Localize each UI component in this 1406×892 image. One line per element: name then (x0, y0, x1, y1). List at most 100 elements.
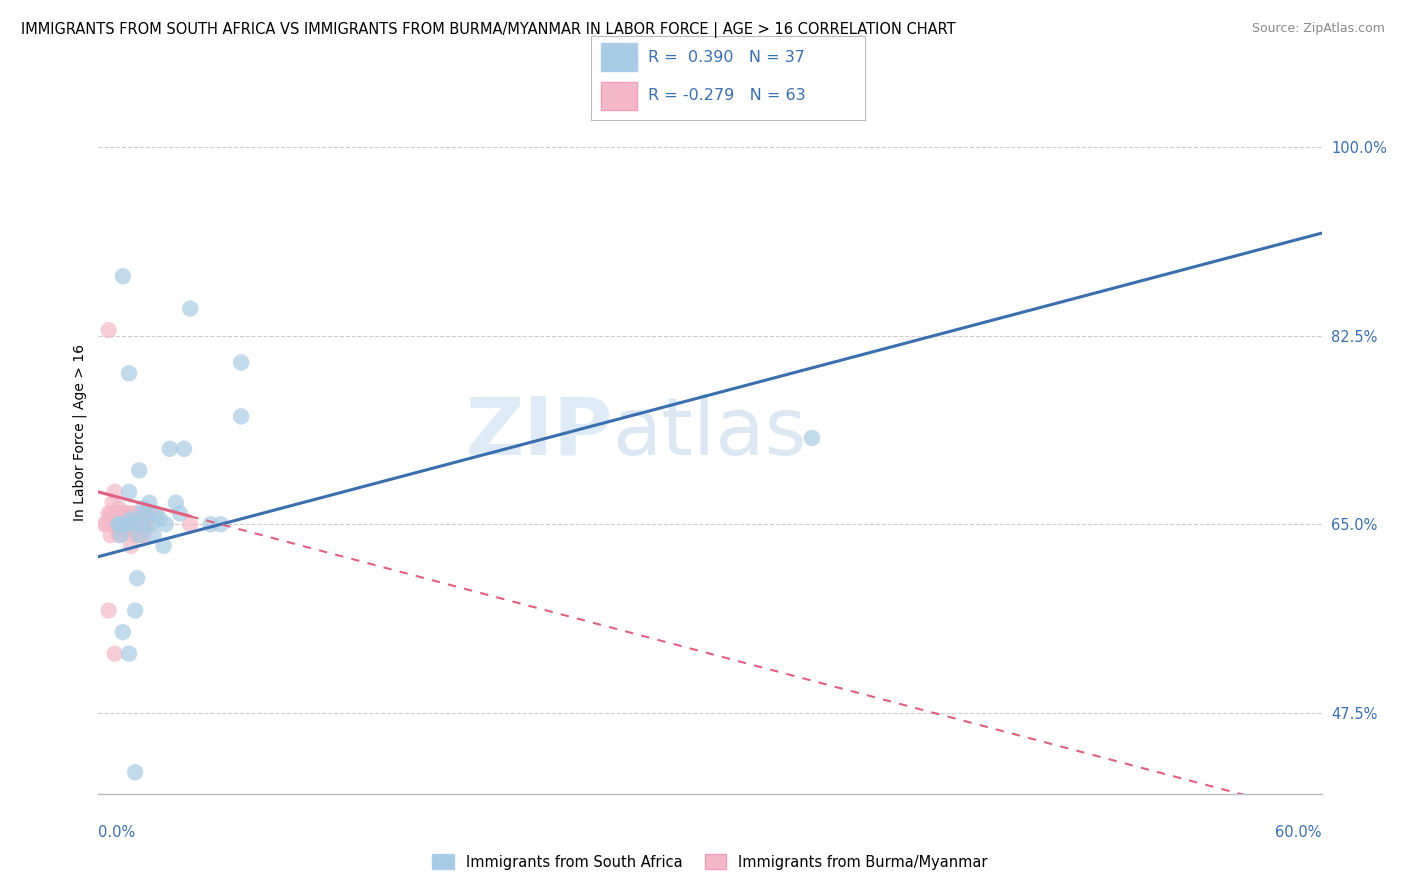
Point (104, 507, 127, 521)
Point (127, 571, 149, 585)
Point (128, 517, 150, 532)
Point (101, 496, 124, 510)
Point (165, 496, 187, 510)
Point (122, 512, 145, 526)
Point (111, 625, 134, 640)
Point (104, 517, 127, 532)
Y-axis label: In Labor Force | Age > 16: In Labor Force | Age > 16 (73, 344, 87, 521)
Point (127, 523, 149, 537)
Text: IMMIGRANTS FROM SOUTH AFRICA VS IMMIGRANTS FROM BURMA/MYANMAR IN LABOR FORCE | A: IMMIGRANTS FROM SOUTH AFRICA VS IMMIGRAN… (21, 22, 956, 38)
Point (101, 517, 124, 532)
Point (118, 517, 141, 532)
Point (115, 507, 138, 521)
Point (200, 517, 222, 532)
Point (111, 523, 134, 537)
Point (114, 517, 136, 532)
Point (118, 484, 141, 499)
Point (100, 507, 122, 521)
Point (120, 512, 142, 526)
Point (105, 512, 128, 526)
Point (105, 517, 128, 532)
Point (120, 507, 142, 521)
Text: ZIP: ZIP (465, 393, 612, 472)
Point (114, 512, 136, 526)
Point (134, 507, 156, 521)
Point (111, 507, 134, 521)
Point (118, 367, 141, 381)
Point (100, 528, 122, 542)
Point (110, 517, 132, 532)
Point (127, 512, 149, 526)
Point (138, 496, 160, 510)
Point (120, 523, 142, 537)
Text: atlas: atlas (612, 393, 807, 472)
Point (111, 269, 134, 284)
Point (97, 507, 120, 521)
Point (96, 517, 118, 532)
Text: R =  0.390   N = 37: R = 0.390 N = 37 (648, 50, 806, 65)
Point (100, 512, 122, 526)
Point (169, 507, 191, 521)
Point (110, 517, 132, 532)
Point (134, 512, 156, 526)
Point (108, 517, 131, 532)
Point (104, 517, 127, 532)
Point (231, 409, 253, 424)
Point (124, 765, 146, 780)
Text: Source: ZipAtlas.com: Source: ZipAtlas.com (1251, 22, 1385, 36)
Point (111, 512, 134, 526)
Point (129, 523, 152, 537)
Point (173, 442, 195, 456)
Point (114, 507, 136, 521)
Point (110, 528, 132, 542)
Point (118, 647, 141, 661)
Point (142, 528, 165, 542)
Point (152, 539, 174, 553)
Point (108, 517, 131, 532)
Point (111, 517, 134, 532)
Point (134, 517, 156, 532)
Text: 0.0%: 0.0% (98, 825, 135, 840)
Point (129, 528, 152, 542)
Text: 60.0%: 60.0% (1275, 825, 1322, 840)
Point (115, 517, 138, 532)
Point (122, 517, 145, 532)
Point (128, 512, 150, 526)
Point (141, 517, 163, 532)
Point (108, 501, 131, 516)
Point (97, 323, 120, 337)
Point (120, 539, 142, 553)
Point (129, 517, 152, 532)
Point (105, 523, 128, 537)
Legend: Immigrants from South Africa, Immigrants from Burma/Myanmar: Immigrants from South Africa, Immigrants… (433, 855, 987, 870)
Point (159, 442, 181, 456)
Point (134, 517, 156, 532)
Point (155, 517, 177, 532)
Point (179, 517, 201, 532)
Point (128, 528, 150, 542)
Point (93, 517, 115, 532)
Point (118, 512, 141, 526)
Point (118, 523, 141, 537)
Point (179, 301, 201, 316)
Bar (602, 44, 637, 71)
Point (128, 517, 150, 532)
Point (801, 431, 824, 445)
Point (145, 507, 167, 521)
Point (111, 507, 134, 521)
Point (122, 517, 145, 532)
Point (138, 507, 160, 521)
Point (129, 512, 152, 526)
Point (97, 603, 120, 617)
Point (209, 517, 232, 532)
Point (149, 512, 172, 526)
Point (108, 517, 131, 532)
Point (132, 507, 155, 521)
Text: R = -0.279   N = 63: R = -0.279 N = 63 (648, 88, 806, 103)
Point (124, 528, 146, 542)
Point (132, 528, 155, 542)
Point (231, 355, 253, 369)
Point (114, 517, 136, 532)
Point (124, 603, 146, 617)
Point (104, 484, 127, 499)
